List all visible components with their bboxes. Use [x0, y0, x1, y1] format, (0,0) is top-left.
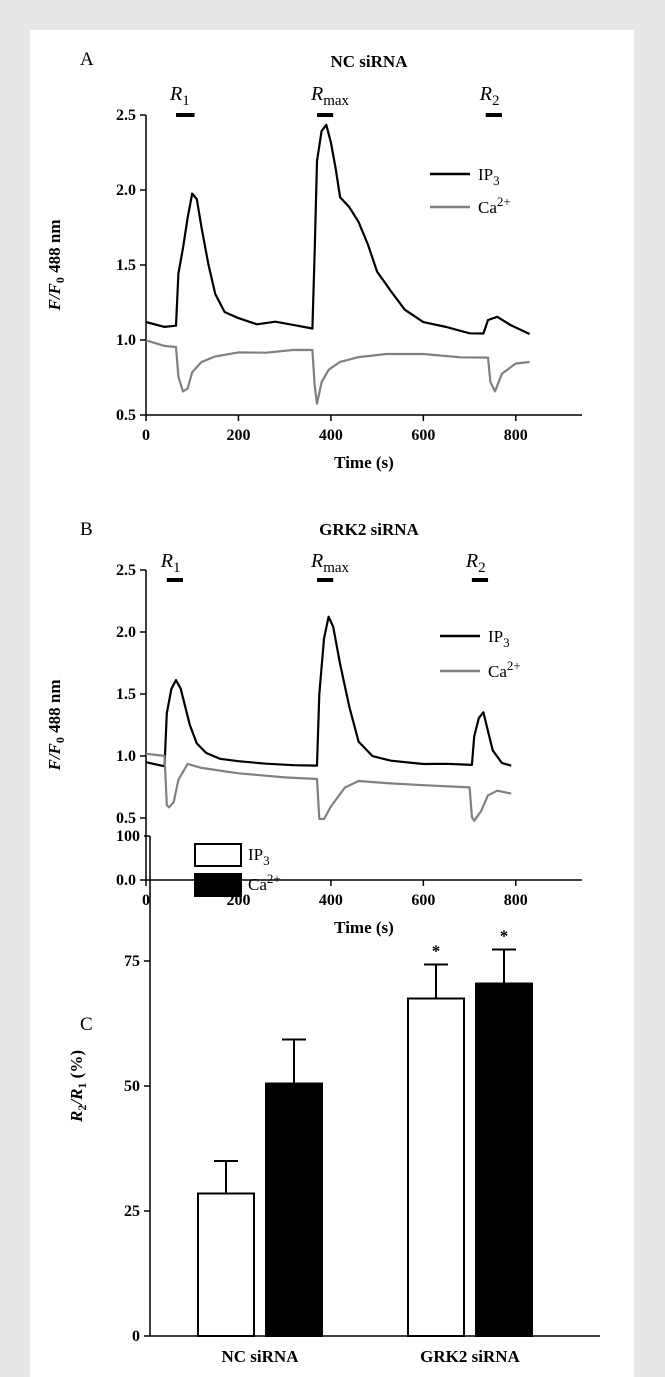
- significance-mark-0-1: *: [432, 942, 441, 961]
- y-tick-label-B: 2.5: [116, 562, 136, 579]
- significance-mark-1-1: *: [500, 927, 509, 946]
- legend-label-ca-C: Ca2+: [248, 871, 281, 894]
- category-label-1: GRK2 siRNA: [420, 1347, 520, 1366]
- x-tick-label-A: 400: [319, 427, 343, 444]
- figure-svg: A NC siRNA 0.5 1.0 1.5 2.0 2.5 0 200 400 600 800 Tim…: [45, 49, 600, 1366]
- category-label-0: NC siRNA: [222, 1347, 300, 1366]
- y-axis-label-A: F/F0 488 nm: [45, 219, 67, 311]
- y-axis-label-C: R2/R1 (%): [67, 1050, 89, 1123]
- y-tick-label-A: 2.5: [116, 107, 136, 124]
- y-tick-label-A: 2.0: [116, 182, 136, 199]
- stimulus-label-r1-A: R1: [169, 83, 190, 109]
- bar-ip3-0: [197, 1192, 255, 1337]
- chart-title-A: NC siRNA: [331, 52, 409, 71]
- x-tick-label-A: 0: [142, 427, 150, 444]
- stimulus-label-r1-B: R1: [160, 550, 181, 576]
- y-tick-label-A: 0.5: [116, 407, 136, 424]
- y-tick-label-C: 75: [124, 953, 140, 970]
- series-line-ca-B: [145, 752, 512, 822]
- legend-swatch-ca-C: [194, 873, 242, 897]
- legend-label-ca-A: Ca2+: [478, 194, 511, 217]
- stimulus-label-r2-B: R2: [465, 550, 486, 576]
- x-axis-label-A: Time (s): [334, 453, 394, 472]
- bar-ca-0: [265, 1082, 323, 1337]
- bar-ca-1: [475, 982, 533, 1337]
- stimulus-label-r2-A: R2: [479, 83, 500, 109]
- y-axis-label-B: F/F0 488 nm: [45, 679, 67, 771]
- y-tick-label-B: 0.0: [116, 872, 136, 889]
- y-tick-label-B: 1.5: [116, 686, 136, 703]
- x-tick-label-A: 800: [504, 427, 528, 444]
- panel-letter-C: C: [80, 1014, 93, 1035]
- chart-title-B: GRK2 siRNA: [319, 520, 419, 539]
- x-tick-label-B: 600: [411, 892, 435, 909]
- panel-letter-B: B: [80, 519, 93, 540]
- legend-label-ip3-A: IP3: [478, 165, 500, 188]
- y-tick-label-C: 100: [116, 828, 140, 845]
- y-tick-label-C: 25: [124, 1203, 140, 1220]
- series-line-ip3-A: [145, 123, 531, 335]
- legend-swatch-ip3-C: [194, 843, 242, 867]
- series-line-ca-A: [145, 339, 530, 405]
- stimulus-label-rmax-A: Rmax: [310, 83, 350, 109]
- panel-letter-A: A: [80, 49, 94, 70]
- y-tick-label-A: 1.5: [116, 257, 136, 274]
- y-tick-label-B: 0.5: [116, 810, 136, 827]
- y-tick-label-C: 50: [124, 1078, 140, 1095]
- figure-panel: A NC siRNA 0.5 1.0 1.5 2.0 2.5 0 200 400 600 800 Tim…: [30, 30, 634, 1377]
- y-tick-label-B: 1.0: [116, 748, 136, 765]
- x-tick-label-B: 400: [319, 892, 343, 909]
- x-tick-label-A: 600: [411, 427, 435, 444]
- legend-label-ca-B: Ca2+: [488, 658, 521, 681]
- y-tick-label-C: 0: [132, 1328, 140, 1345]
- y-tick-label-A: 1.0: [116, 332, 136, 349]
- x-tick-label-A: 200: [226, 427, 250, 444]
- x-tick-label-B: 0: [142, 892, 150, 909]
- x-tick-label-B: 800: [504, 892, 528, 909]
- legend-label-ip3-B: IP3: [488, 627, 510, 650]
- stimulus-label-rmax-B: Rmax: [310, 550, 350, 576]
- x-axis-label-B: Time (s): [334, 918, 394, 937]
- legend-label-ip3-C: IP3: [248, 845, 270, 868]
- bar-ip3-1: [407, 997, 465, 1337]
- y-tick-label-B: 2.0: [116, 624, 136, 641]
- series-line-ip3-B: [145, 615, 512, 768]
